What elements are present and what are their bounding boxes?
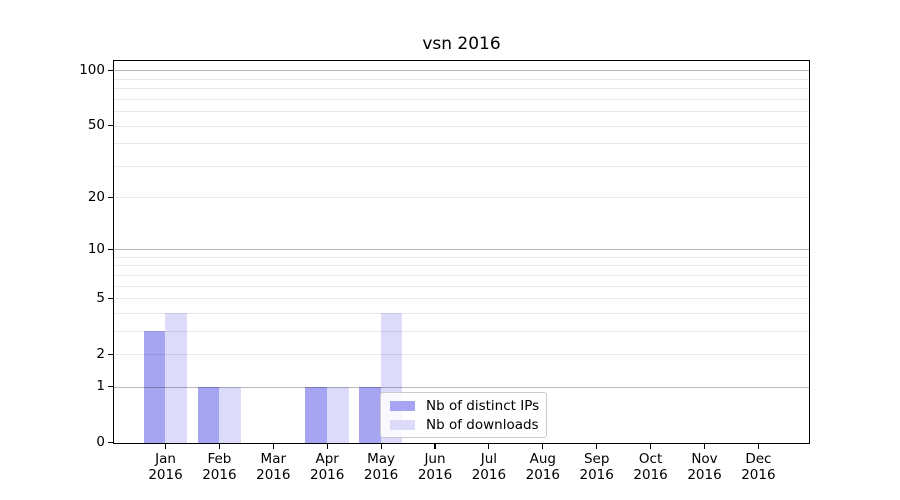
y-tick-label: 100 xyxy=(79,62,105,79)
gridline-minor xyxy=(114,197,809,199)
y-tick-label: 10 xyxy=(87,240,105,257)
gridline-minor xyxy=(114,312,809,314)
gridline-minor xyxy=(114,330,809,332)
x-axis-tick xyxy=(650,444,652,449)
y-axis-tick xyxy=(108,297,113,299)
gridline-major xyxy=(114,386,809,388)
bar-may-s0 xyxy=(359,387,381,443)
gridline-major xyxy=(114,70,809,72)
gridline-minor xyxy=(114,274,809,276)
gridline-minor xyxy=(114,265,809,267)
gridline-minor xyxy=(114,78,809,80)
x-tick-label: Sep 2016 xyxy=(579,451,614,483)
y-tick-label: 5 xyxy=(96,289,105,306)
x-axis-tick xyxy=(434,444,436,449)
gridline-minor xyxy=(114,111,809,113)
y-axis-tick xyxy=(108,248,113,250)
y-tick-label: 0 xyxy=(96,434,105,451)
x-axis-tick xyxy=(703,444,706,449)
x-tick-label: Dec 2016 xyxy=(741,451,776,483)
x-axis-tick xyxy=(218,444,220,449)
legend-item-downloads: Nb of downloads xyxy=(381,418,546,432)
y-tick-label: 1 xyxy=(96,378,105,395)
legend-label-downloads: Nb of downloads xyxy=(426,416,539,433)
x-tick-label: Jul 2016 xyxy=(471,451,507,483)
y-axis-tick xyxy=(108,442,113,444)
x-tick-label: Mar 2016 xyxy=(256,451,291,483)
x-axis-tick xyxy=(164,444,167,449)
y-tick-label: 50 xyxy=(87,117,105,134)
gridline-minor xyxy=(114,143,809,145)
y-axis-tick xyxy=(108,196,113,198)
legend-swatch-distinct-ips xyxy=(390,400,415,411)
x-axis-tick xyxy=(542,444,544,449)
x-tick-label: Jan 2016 xyxy=(148,451,183,483)
bar-jan-s0 xyxy=(143,331,166,443)
legend-swatch-downloads xyxy=(390,419,415,430)
x-tick-label: Apr 2016 xyxy=(310,451,345,483)
x-axis-tick xyxy=(596,444,598,449)
gridline-major xyxy=(114,249,809,251)
bar-feb-s0 xyxy=(197,387,220,443)
bar-apr-s1 xyxy=(327,387,349,443)
gridline-minor xyxy=(114,165,809,167)
x-tick-label: Nov 2016 xyxy=(687,451,722,483)
gridline-minor xyxy=(114,353,809,355)
legend: Nb of distinct IPs Nb of downloads xyxy=(380,392,547,438)
gridline-minor xyxy=(114,285,809,287)
gridline-minor xyxy=(114,88,809,90)
y-axis-tick xyxy=(108,353,113,355)
y-axis-tick xyxy=(108,125,113,127)
x-axis-tick xyxy=(380,444,382,449)
x-axis-tick xyxy=(757,444,759,449)
gridline-minor xyxy=(114,298,809,300)
legend-item-distinct-ips: Nb of distinct IPs xyxy=(381,399,546,413)
bar-apr-s0 xyxy=(305,387,327,443)
x-tick-label: May 2016 xyxy=(363,451,399,483)
bar-jan-s1 xyxy=(165,313,187,443)
x-tick-label: Feb 2016 xyxy=(202,451,237,483)
gridline-minor xyxy=(114,125,809,127)
x-tick-label: Aug 2016 xyxy=(525,451,560,483)
x-tick-label: Oct 2016 xyxy=(633,451,668,483)
gridline-minor xyxy=(114,256,809,258)
x-axis-tick xyxy=(488,444,490,449)
plot-area xyxy=(113,60,810,444)
y-tick-label: 2 xyxy=(96,345,105,362)
y-axis-tick xyxy=(108,386,113,388)
y-axis-tick xyxy=(108,69,113,72)
legend-label-distinct-ips: Nb of distinct IPs xyxy=(426,397,540,414)
x-tick-label: Jun 2016 xyxy=(417,451,453,483)
chart-title: vsn 2016 xyxy=(422,34,501,54)
bar-feb-s1 xyxy=(219,387,241,443)
x-axis-tick xyxy=(326,444,328,449)
gridline-minor xyxy=(114,98,809,100)
x-axis-tick xyxy=(272,444,274,449)
y-tick-label: 20 xyxy=(87,188,105,205)
